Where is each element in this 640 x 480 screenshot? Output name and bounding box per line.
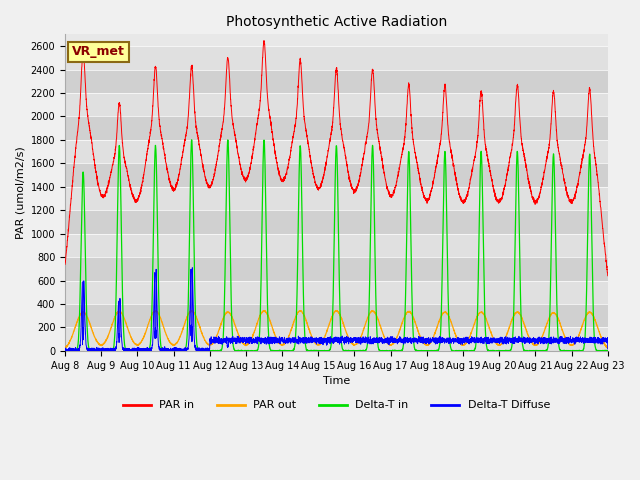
Legend: PAR in, PAR out, Delta-T in, Delta-T Diffuse: PAR in, PAR out, Delta-T in, Delta-T Dif… (118, 396, 554, 415)
Bar (65, 210, 608, 234)
Bar (65, 70, 608, 93)
Bar (65, 187, 608, 210)
Bar (65, 46, 608, 70)
Bar (65, 257, 608, 280)
Text: VR_met: VR_met (72, 46, 125, 59)
Y-axis label: PAR (umol/m2/s): PAR (umol/m2/s) (15, 146, 25, 239)
Bar (65, 234, 608, 257)
Bar (65, 116, 608, 140)
Bar (65, 163, 608, 187)
Bar (65, 93, 608, 116)
Bar (65, 327, 608, 351)
Bar (65, 140, 608, 163)
Bar (65, 280, 608, 304)
Title: Photosynthetic Active Radiation: Photosynthetic Active Radiation (226, 15, 447, 29)
X-axis label: Time: Time (323, 376, 350, 386)
Bar (65, 304, 608, 327)
